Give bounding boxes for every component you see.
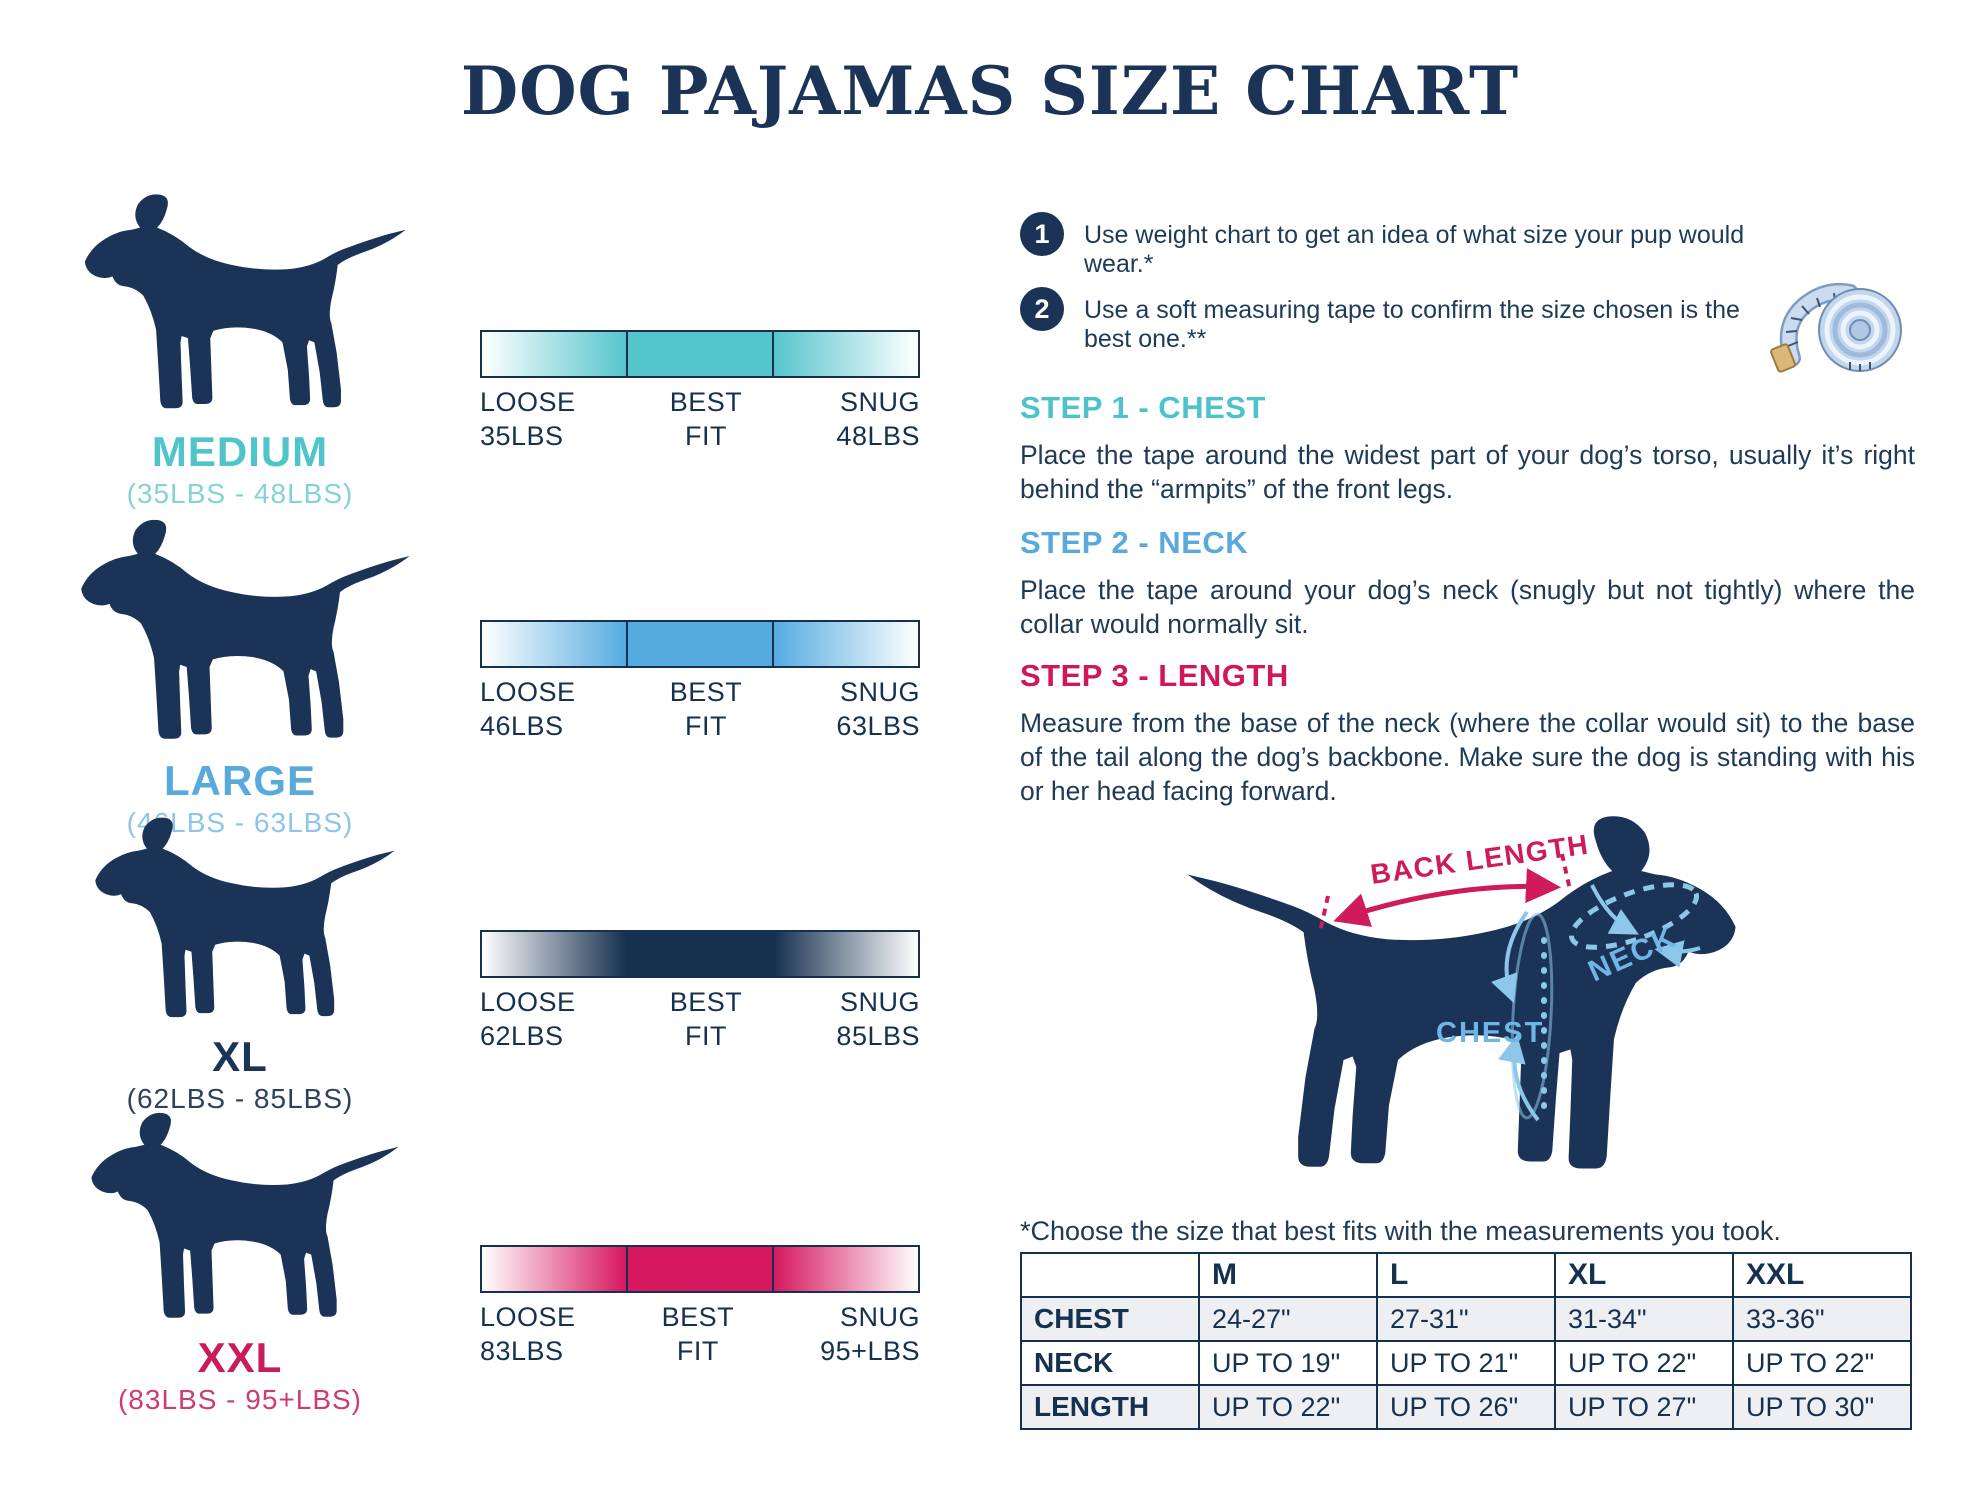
header-xl: XL [1554, 1252, 1734, 1298]
instruction-2: 2 Use a soft measuring tape to confirm t… [1020, 287, 1760, 354]
loose-label: LOOSE 46LBS [480, 677, 576, 741]
size-weight-range: (62LBS - 85LBS) [126, 1083, 354, 1114]
snug-label: SNUG 85LBS [836, 987, 920, 1051]
fit-bar-large: LOOSE 46LBS BEST FIT SNUG 63LBS [480, 620, 920, 744]
cell: UP TO 30" [1732, 1384, 1912, 1430]
size-block-medium: MEDIUM (35LBS - 48LBS) [62, 178, 418, 510]
neck-annotation [1568, 882, 1701, 968]
snug-label: SNUG 63LBS [836, 677, 920, 741]
step-body: Place the tape around the widest part of… [1020, 440, 1915, 504]
best-fit-label: BEST FIT [669, 387, 743, 451]
dog-silhouette-icon [91, 1112, 399, 1318]
loose-label: LOOSE 62LBS [480, 987, 576, 1051]
fit-bar-xl: LOOSE 62LBS BEST FIT SNUG 85LBS [480, 930, 920, 1054]
header-blank [1020, 1252, 1200, 1298]
gradient-bar [480, 330, 920, 378]
gradient-bar [480, 620, 920, 668]
size-name: LARGE [164, 757, 316, 804]
dog-silhouette-icon [84, 194, 406, 409]
chest-label: CHEST [1436, 1017, 1544, 1049]
fit-bar-medium: LOOSE 35LBS BEST FIT SNUG 48LBS [480, 330, 920, 454]
cell: 24-27" [1198, 1296, 1378, 1342]
measuring-tape-icon [1770, 282, 1902, 373]
cell: 33-36" [1732, 1296, 1912, 1342]
size-name: XL [212, 1033, 268, 1080]
step-number-badge: 2 [1020, 287, 1064, 331]
cell: UP TO 22" [1554, 1340, 1734, 1386]
cell: UP TO 26" [1376, 1384, 1556, 1430]
gradient-bar [480, 930, 920, 978]
step-heading: STEP 1 - CHEST [1020, 390, 1266, 425]
page-title: DOG PAJAMAS SIZE CHART [460, 52, 1520, 130]
size-weight-range: (83LBS - 95+LBS) [117, 1384, 363, 1415]
cell: UP TO 27" [1554, 1384, 1734, 1430]
row-label: NECK [1020, 1340, 1200, 1386]
snug-label: SNUG 48LBS [836, 387, 920, 451]
header-m: M [1198, 1252, 1378, 1298]
step-body: Measure from the base of the neck (where… [1020, 708, 1915, 806]
measurement-diagram: BACK LENGTH NECK CHEST [1187, 816, 1736, 1169]
step-number-badge: 1 [1020, 212, 1064, 256]
back-length-annotation [1318, 853, 1572, 933]
cell: UP TO 19" [1198, 1340, 1378, 1386]
size-block-xxl: XXL (83LBS - 95+LBS) [62, 1100, 418, 1416]
table-row: LENGTH UP TO 22" UP TO 26" UP TO 27" UP … [1020, 1384, 1912, 1430]
header-xxl: XXL [1732, 1252, 1912, 1298]
header-l: L [1376, 1252, 1556, 1298]
step-body: Place the tape around your dog’s neck (s… [1020, 575, 1915, 639]
snug-label: SNUG 95+LBS [820, 1302, 920, 1366]
step-heading: STEP 3 - LENGTH [1020, 658, 1289, 693]
size-weight-range: (35LBS - 48LBS) [126, 478, 354, 509]
table-row: NECK UP TO 19" UP TO 21" UP TO 22" UP TO… [1020, 1340, 1912, 1386]
step-1-chest-section: STEP 1 - CHEST Place the tape around the… [1020, 390, 1915, 506]
instruction-text: Use a soft measuring tape to confirm the… [1084, 296, 1740, 353]
instruction-text: Use weight chart to get an idea of what … [1084, 221, 1745, 278]
cell: 31-34" [1554, 1296, 1734, 1342]
step-heading: STEP 2 - NECK [1020, 525, 1249, 560]
footnote: *Choose the size that best fits with the… [1020, 1216, 1781, 1246]
measurements-table: M L XL XXL CHEST 24-27" 27-31" 31-34" 33… [1020, 1252, 1912, 1430]
loose-label: LOOSE 83LBS [480, 1302, 576, 1366]
best-fit-label: BEST FIT [669, 987, 743, 1051]
size-name: MEDIUM [151, 428, 329, 475]
best-fit-label: BEST FIT [669, 677, 743, 741]
cell: 27-31" [1376, 1296, 1556, 1342]
best-fit-label: BEST FIT [661, 1302, 735, 1366]
gradient-bar [480, 1245, 920, 1293]
table-header-row: M L XL XXL [1020, 1252, 1912, 1298]
cell: UP TO 22" [1732, 1340, 1912, 1386]
fit-bar-xxl: LOOSE 83LBS BEST FIT SNUG 95+LBS [480, 1245, 920, 1369]
dog-silhouette-icon [95, 817, 395, 1018]
instruction-1: 1 Use weight chart to get an idea of wha… [1020, 212, 1760, 279]
step-3-length-section: STEP 3 - LENGTH Measure from the base of… [1020, 658, 1915, 808]
table-row: CHEST 24-27" 27-31" 31-34" 33-36" [1020, 1296, 1912, 1342]
dog-silhouette-icon [81, 519, 410, 739]
row-label: LENGTH [1020, 1384, 1200, 1430]
cell: UP TO 21" [1376, 1340, 1556, 1386]
row-label: CHEST [1020, 1296, 1200, 1342]
back-length-label: BACK LENGTH [1369, 829, 1591, 890]
step-2-neck-section: STEP 2 - NECK Place the tape around your… [1020, 525, 1915, 641]
size-block-large: LARGE (46LBS - 63LBS) [62, 505, 418, 839]
loose-label: LOOSE 35LBS [480, 387, 576, 451]
size-name: XXL [197, 1334, 283, 1381]
size-block-xl: XL (62LBS - 85LBS) [62, 805, 418, 1115]
cell: UP TO 22" [1198, 1384, 1378, 1430]
